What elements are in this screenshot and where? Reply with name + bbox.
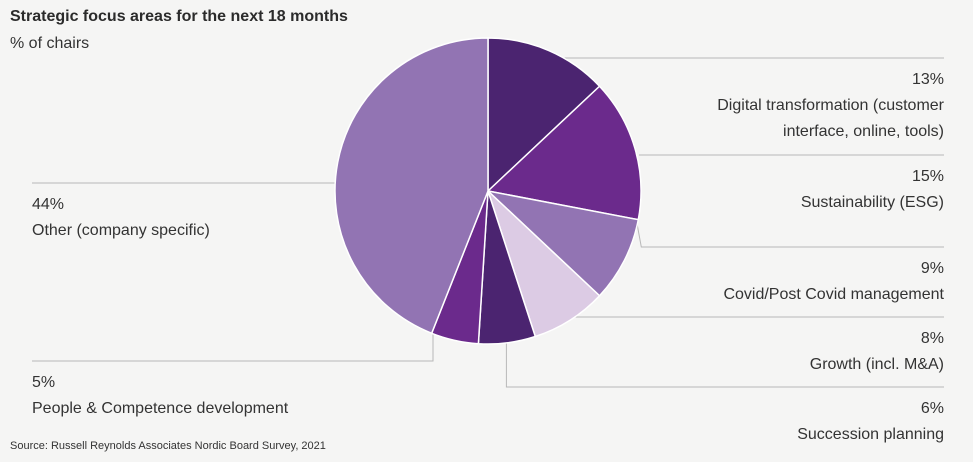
leader-line-growth-incl-m-a xyxy=(567,316,944,318)
category-label-people-competence-development: People & Competence development xyxy=(32,400,289,417)
value-label-digital-transformation-customer-interface-online-tools: 13% xyxy=(912,71,944,88)
category-label-other-company-specific: Other (company specific) xyxy=(32,222,210,239)
value-label-sustainability-esg: 15% xyxy=(912,168,944,185)
pie-slice-other-company-specific xyxy=(334,37,489,335)
pie-slice-digital-transformation-customer-interface-online-tools xyxy=(487,37,601,193)
leader-line-covid-post-covid-management xyxy=(635,219,944,248)
leader-line-succession-planning xyxy=(505,336,944,388)
value-label-succession-planning: 6% xyxy=(921,400,944,417)
value-label-covid-post-covid-management: 9% xyxy=(921,260,944,277)
category-label-sustainability-esg: Sustainability (ESG) xyxy=(801,194,944,211)
value-label-people-competence-development: 5% xyxy=(32,374,55,391)
leader-lines xyxy=(32,40,944,388)
pie-slices xyxy=(334,37,642,345)
chart-subtitle: % of chairs xyxy=(10,35,90,52)
category-label-covid-post-covid-management: Covid/Post Covid management xyxy=(723,286,944,303)
category-label-growth-incl-m-a: Growth (incl. M&A) xyxy=(810,356,944,373)
chart-title: Strategic focus areas for the next 18 mo… xyxy=(10,8,348,25)
value-label-growth-incl-m-a: 8% xyxy=(921,330,944,347)
category-label-digital-transformation-customer-interface-online-tools-line-2: interface, online, tools) xyxy=(783,123,944,140)
category-label-succession-planning: Succession planning xyxy=(797,426,944,443)
slice-labels: 13% Digital transformation (customer inter… xyxy=(32,71,945,443)
pie-slice-sustainability-esg xyxy=(486,85,642,221)
category-label-digital-transformation-customer-interface-online-tools-line-1: Digital transformation (customer xyxy=(717,97,944,114)
leader-line-people-competence-development xyxy=(32,334,434,362)
value-label-other-company-specific: 44% xyxy=(32,196,64,213)
chart-source: Source: Russell Reynolds Associates Nord… xyxy=(10,440,326,452)
pie-slice-covid-post-covid-management xyxy=(485,189,640,297)
